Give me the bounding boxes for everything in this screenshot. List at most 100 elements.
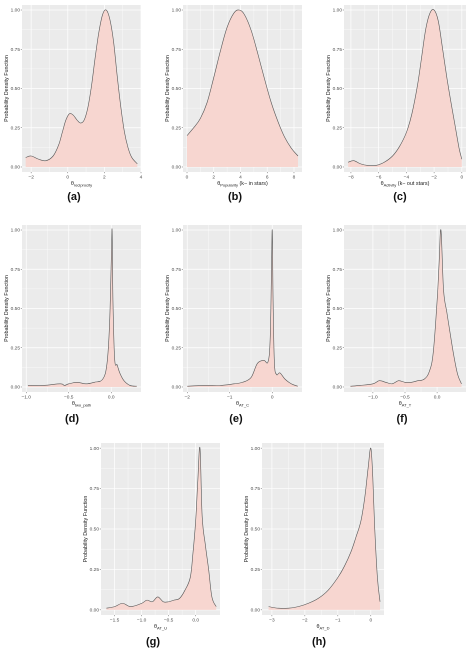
x-tick-label: −0.5 — [164, 618, 174, 624]
y-tick-label: 0.25 — [11, 125, 21, 131]
x-tick-label: 0 — [66, 175, 69, 181]
x-tick-label: 4 — [239, 175, 242, 181]
panel-label: (f) — [397, 413, 408, 425]
y-tick-label: 0.50 — [333, 86, 343, 92]
y-tick-label: 1.00 — [172, 8, 182, 14]
density-area — [25, 9, 138, 167]
x-tick-label: −1.0 — [368, 395, 378, 401]
density-line — [106, 446, 217, 609]
y-tick-label: 0.25 — [251, 567, 261, 573]
x-tick-label: −1 — [227, 395, 233, 401]
density-line — [348, 9, 463, 167]
y-tick-label: 0.75 — [172, 47, 182, 53]
y-tick-label: 0.25 — [90, 567, 100, 573]
panel-label: (b) — [228, 191, 242, 203]
x-axis-label: θPopularity (k− in stars) — [217, 181, 268, 188]
y-tick-label: 1.00 — [11, 228, 21, 234]
x-tick-label: −1.0 — [22, 395, 32, 401]
density-line — [187, 229, 298, 387]
x-tick-label: 0.0 — [108, 395, 115, 401]
x-tick-label: 0.0 — [192, 618, 199, 624]
chart-panel-5: 0.00 0.25 0.50 0.75 1.00 −2 −1 0 Probability Den… — [165, 225, 302, 425]
density-line — [268, 447, 381, 609]
y-tick-label: 0.50 — [172, 86, 182, 92]
y-tick-label: 0.75 — [90, 486, 100, 492]
y-tick-label: 1.00 — [333, 8, 343, 14]
panel-label: (d) — [65, 413, 79, 425]
y-axis-label: Probability Density Function — [244, 496, 250, 563]
x-tick-label: −8 — [348, 175, 354, 181]
y-tick-label: 1.00 — [172, 228, 182, 234]
x-tick-label: 8 — [293, 175, 296, 181]
chart-panel-4: 0.00 0.25 0.50 0.75 1.00 −1.0 −0.5 0.0 Probabili… — [4, 225, 141, 425]
panel-label: (h) — [312, 636, 326, 648]
x-tick-label: 6 — [266, 175, 269, 181]
x-tick-label: −2 — [185, 395, 191, 401]
y-tick-label: 1.00 — [333, 228, 343, 234]
chart-panel-7: 0.00 0.25 0.50 0.75 1.00 −1.5 −1.0 −0.5 0.0 Proba… — [83, 443, 220, 648]
y-tick-label: 0.00 — [172, 385, 182, 391]
y-tick-label: 1.00 — [90, 446, 100, 452]
x-axis-label: θAT_T — [399, 401, 412, 408]
x-tick-label: −3 — [269, 618, 275, 624]
x-tick-label: 0.0 — [434, 395, 441, 401]
density-area — [348, 9, 462, 167]
x-axis-label: θAT_D — [317, 624, 330, 631]
x-tick-label: 0 — [461, 175, 464, 181]
chart-panel-8: 0.00 0.25 0.50 0.75 1.00 −3 −2 −1 0 Probability D… — [244, 443, 384, 648]
y-tick-label: 0.00 — [333, 385, 343, 391]
y-tick-label: 0.50 — [11, 306, 21, 312]
x-tick-label: 0 — [271, 395, 274, 401]
y-tick-label: 0.75 — [11, 267, 21, 273]
x-tick-label: 0 — [369, 618, 372, 624]
density-area — [106, 447, 217, 610]
y-axis-label: Probability Density Function — [4, 55, 10, 122]
density-line — [25, 9, 138, 165]
x-tick-label: 2 — [103, 175, 106, 181]
y-tick-label: 0.25 — [172, 125, 182, 131]
y-tick-label: 0.50 — [251, 527, 261, 533]
y-tick-label: 0.00 — [333, 165, 343, 171]
density-line — [350, 229, 462, 387]
y-tick-label: 0.25 — [333, 345, 343, 351]
y-tick-label: 0.00 — [251, 607, 261, 613]
y-tick-label: 0.75 — [11, 47, 21, 53]
y-tick-label: 0.50 — [172, 306, 182, 312]
chart-panel-1: 0.00 0.25 0.50 0.75 1.00 −2 0 2 4 Probability Den… — [4, 5, 143, 203]
y-tick-label: 0.25 — [333, 125, 343, 131]
y-tick-label: 0.00 — [11, 165, 21, 171]
x-tick-label: −6 — [376, 175, 382, 181]
x-tick-label: −1.0 — [137, 618, 147, 624]
chart-panel-2: 0.00 0.25 0.50 0.75 1.00 0 2 4 6 8 Probability Den… — [165, 5, 302, 203]
y-tick-label: 0.50 — [11, 86, 21, 92]
y-axis-label: Probability Density Function — [165, 55, 171, 122]
chart-panel-6: 0.00 0.25 0.50 0.75 1.00 −1.0 −0.5 0.0 Probabili… — [326, 225, 466, 425]
x-tick-label: −0.5 — [64, 395, 74, 401]
y-tick-label: 0.75 — [333, 267, 343, 273]
density-line — [186, 9, 299, 157]
chart-panel-3: 0.00 0.25 0.50 0.75 1.00 −8 −6 −4 −2 0 Probability… — [326, 5, 466, 203]
density-area — [187, 9, 298, 167]
y-axis-label: Probability Density Function — [165, 275, 171, 342]
density-line — [27, 228, 137, 387]
density-area — [187, 229, 298, 387]
y-tick-label: 1.00 — [11, 8, 21, 14]
panel-label: (g) — [146, 636, 160, 648]
y-tick-label: 0.50 — [90, 527, 100, 533]
density-area — [27, 228, 137, 387]
x-tick-label: 4 — [140, 175, 143, 181]
y-tick-label: 0.50 — [333, 306, 343, 312]
y-axis-label: Probability Density Function — [83, 496, 89, 563]
panel-label: (e) — [229, 413, 243, 425]
x-axis-label: θAT_C — [236, 401, 249, 408]
panel-label: (c) — [393, 191, 407, 203]
y-tick-label: 0.00 — [90, 607, 100, 613]
y-axis-label: Probability Density Function — [326, 275, 332, 342]
y-tick-label: 0.00 — [11, 385, 21, 391]
x-tick-label: 0 — [186, 175, 189, 181]
x-tick-label: −1.5 — [110, 618, 120, 624]
density-area — [268, 447, 381, 610]
y-axis-label: Probability Density Function — [4, 275, 10, 342]
y-tick-label: 0.75 — [172, 267, 182, 273]
